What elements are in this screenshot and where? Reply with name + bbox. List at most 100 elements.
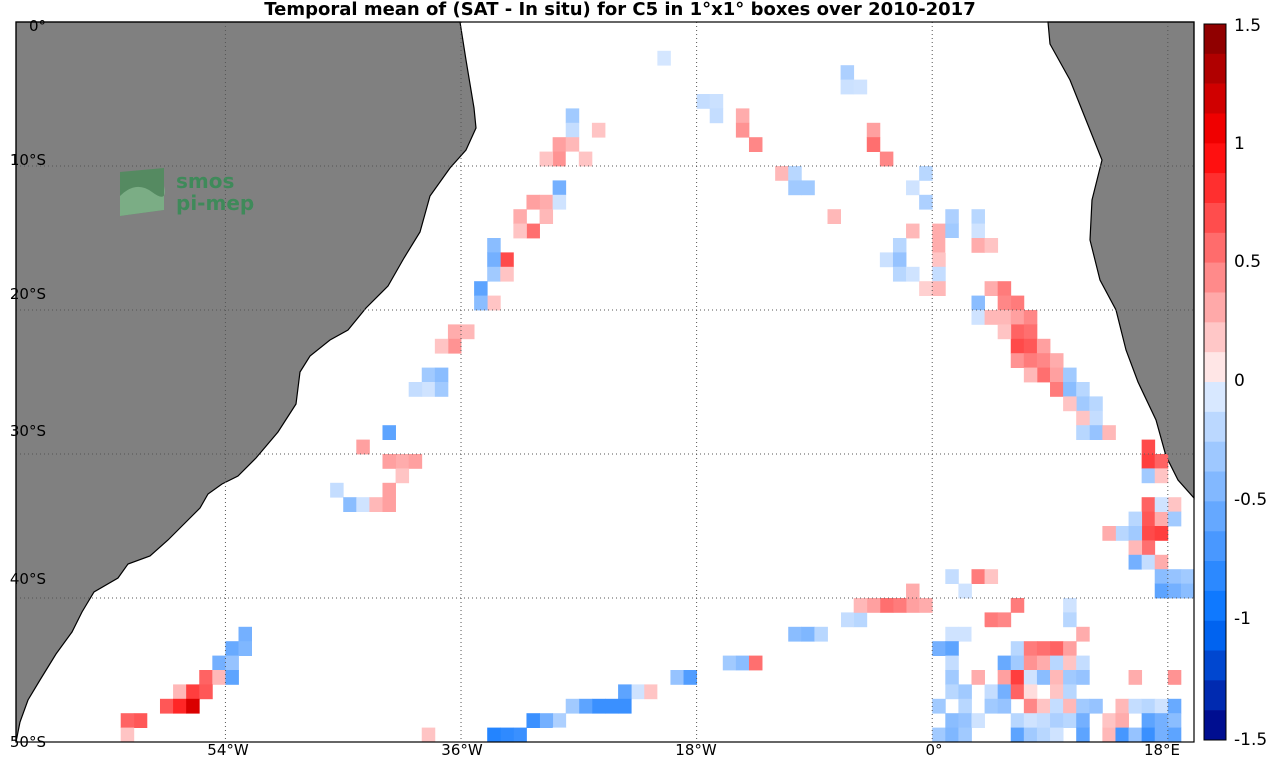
data-cell	[1167, 511, 1182, 527]
data-cell	[748, 137, 763, 152]
data-cell	[1076, 655, 1090, 671]
data-cell	[1128, 698, 1143, 714]
data-cell	[997, 684, 1012, 700]
data-cell	[1154, 497, 1169, 512]
data-cell	[1063, 670, 1077, 685]
map-frame	[15, 21, 1195, 743]
data-cell	[1063, 382, 1077, 397]
data-cell	[866, 137, 881, 152]
colorbar-segment	[1204, 471, 1226, 502]
data-cell	[1050, 382, 1064, 397]
data-cell	[526, 194, 540, 210]
data-cell	[1036, 353, 1051, 368]
data-cell	[670, 670, 684, 685]
data-cell	[1036, 338, 1051, 354]
data-cell	[945, 641, 959, 656]
data-cell	[945, 713, 959, 728]
data-cell	[343, 497, 357, 512]
data-cell	[552, 727, 567, 743]
data-cell	[186, 684, 200, 700]
x-tick-label: 18°E	[1143, 741, 1181, 759]
y-tick-label: 30°S	[9, 422, 46, 440]
data-cell	[395, 454, 410, 469]
data-cell	[1089, 698, 1103, 714]
data-cell	[1076, 670, 1090, 685]
data-cell	[958, 713, 972, 728]
data-cell	[1128, 540, 1143, 556]
data-cell	[801, 626, 815, 642]
data-cell	[1063, 396, 1077, 412]
data-cell	[1023, 670, 1038, 685]
data-cell	[1154, 583, 1169, 599]
data-cell	[1023, 353, 1038, 368]
data-cell	[1128, 526, 1143, 541]
data-cell	[1115, 727, 1129, 743]
data-cell	[748, 655, 763, 671]
data-cell	[1010, 295, 1025, 311]
data-cell	[605, 36, 619, 52]
colorbar-segment	[1204, 501, 1226, 532]
data-cell	[434, 382, 449, 397]
data-cell	[945, 655, 959, 671]
data-cell	[513, 209, 527, 224]
data-cell	[330, 482, 344, 498]
data-cell	[997, 698, 1012, 714]
colorbar-segment	[1204, 53, 1226, 84]
data-cell	[997, 324, 1012, 340]
data-cell	[1141, 554, 1156, 570]
data-cell	[565, 698, 580, 714]
data-cell	[1036, 655, 1051, 671]
data-cell	[919, 194, 933, 210]
data-cell	[1128, 511, 1143, 527]
data-cell	[945, 238, 959, 253]
data-cell	[1036, 727, 1051, 743]
data-cell	[565, 108, 580, 124]
data-cell	[605, 65, 619, 80]
data-cell	[1050, 353, 1064, 368]
colorbar-segment	[1204, 24, 1226, 55]
data-cell	[879, 252, 894, 268]
data-cell	[382, 482, 396, 498]
data-cell	[1180, 583, 1195, 599]
data-cell	[1063, 713, 1077, 728]
colorbar	[1203, 23, 1227, 741]
data-cell	[801, 180, 815, 196]
data-cell	[173, 698, 187, 714]
data-cell	[892, 238, 907, 253]
colorbar-segment	[1204, 173, 1226, 204]
data-cell	[552, 151, 567, 167]
data-cell	[919, 281, 933, 296]
data-cell	[1154, 727, 1169, 743]
data-cell	[120, 727, 135, 743]
data-cell	[1010, 310, 1025, 325]
data-cell	[958, 727, 972, 743]
data-cell	[1023, 324, 1038, 340]
data-cell	[1023, 655, 1038, 671]
data-cell	[1102, 526, 1116, 541]
data-cell	[1076, 698, 1090, 714]
data-cell	[853, 598, 868, 613]
data-cell	[618, 698, 632, 714]
data-cell	[892, 598, 907, 613]
data-cell	[1076, 410, 1090, 426]
data-cell	[1036, 641, 1051, 656]
data-cell	[1089, 410, 1103, 426]
data-cell	[1023, 338, 1038, 354]
data-cell	[906, 583, 920, 599]
data-cell	[539, 713, 554, 728]
data-cell	[1050, 713, 1064, 728]
smos-pimep-logo: smos pi-mep	[120, 168, 254, 216]
data-cell	[212, 670, 226, 685]
data-cell	[696, 94, 711, 109]
data-cell	[434, 338, 449, 354]
data-cell	[958, 698, 972, 714]
data-cell	[892, 252, 907, 268]
data-cell	[1010, 655, 1025, 671]
data-cell	[225, 641, 239, 656]
data-cell	[932, 238, 946, 253]
data-cell	[644, 684, 658, 700]
data-cell	[997, 281, 1012, 296]
colorbar-label: 1.5	[1234, 16, 1262, 36]
x-tick-label: 18°W	[675, 741, 717, 759]
data-cell	[173, 684, 187, 700]
